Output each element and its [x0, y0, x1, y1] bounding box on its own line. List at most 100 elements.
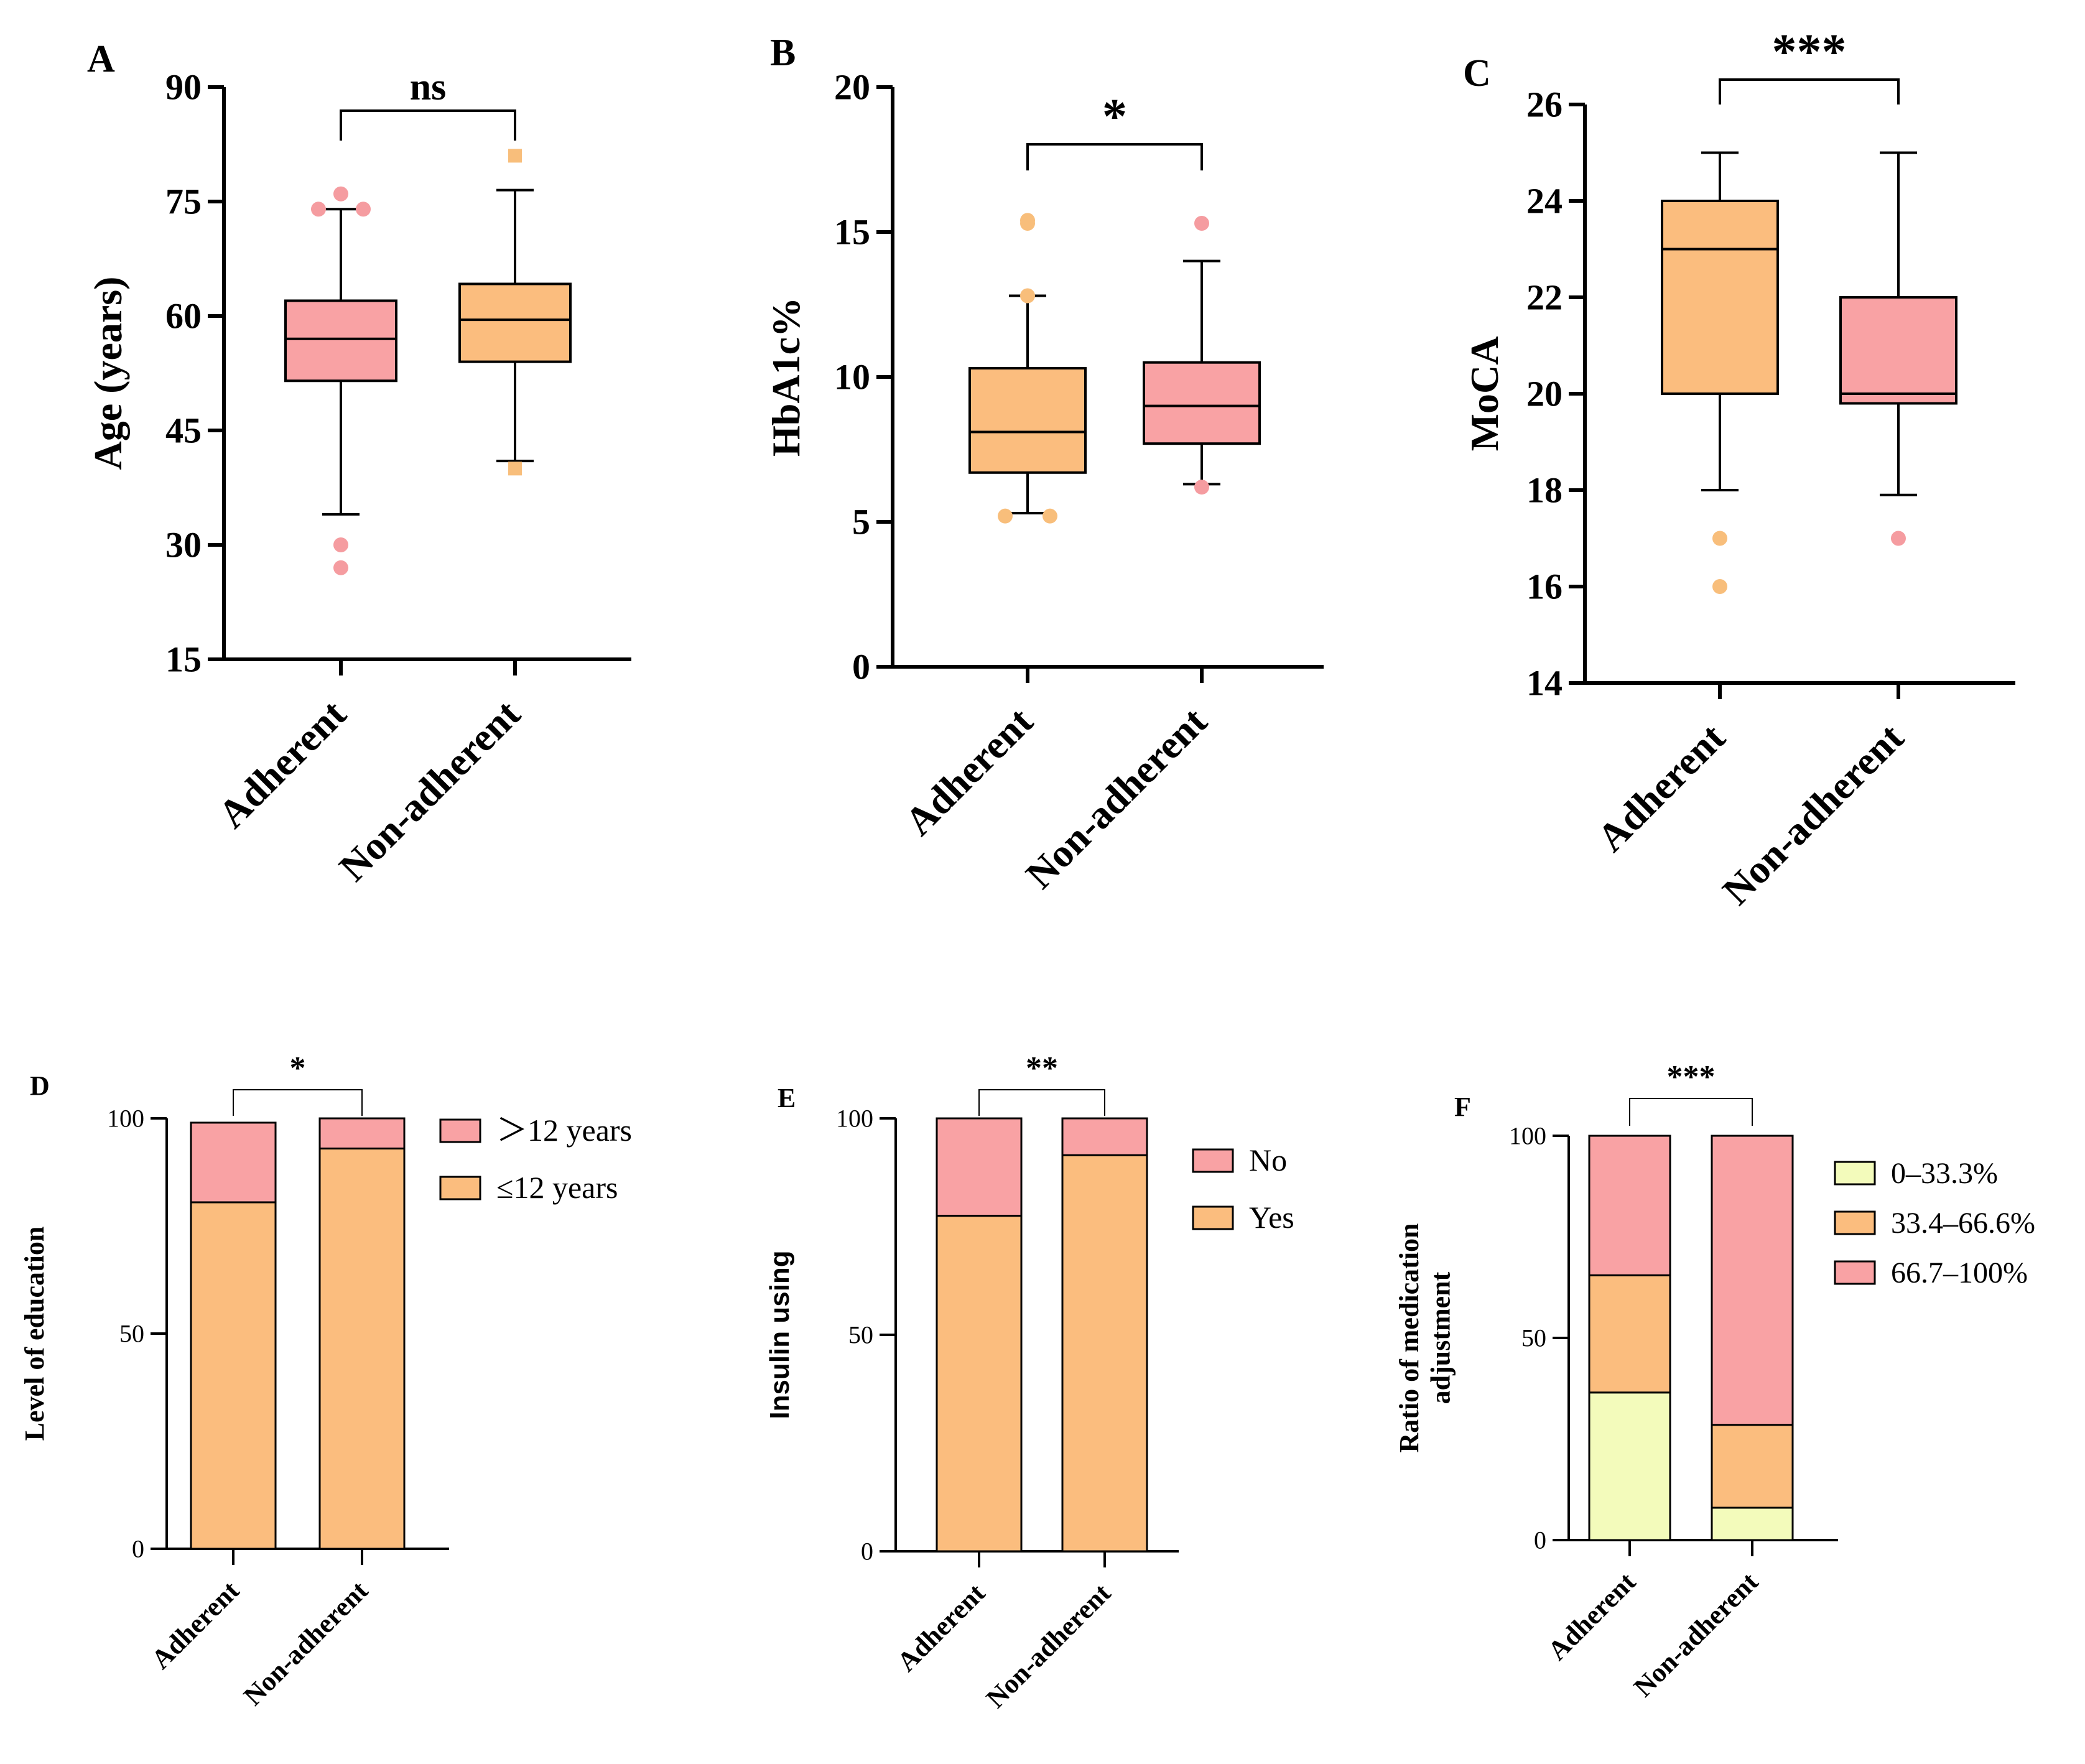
legend-swatch: [439, 1176, 481, 1200]
x-tick-label: Non-adherent: [331, 691, 529, 889]
y-tick-label: 50: [848, 1321, 873, 1349]
y-tick-label: 24: [1526, 181, 1563, 221]
legend-label: 0–33.3%: [1891, 1157, 1998, 1190]
box: [1143, 361, 1261, 445]
y-tick-label: 20: [1526, 374, 1563, 414]
panel-E: E 0 50 100 Insulin using AdherentNon-adherent…: [764, 1051, 1294, 1714]
outlier-point: [1194, 480, 1209, 495]
y-tick-label: 15: [834, 212, 870, 253]
y-axis-label: Insulin using: [764, 1250, 795, 1419]
x-tick-label: Non-adherent: [1628, 1566, 1764, 1702]
bar-segment: [1588, 1135, 1671, 1276]
y-tick-label: 60: [165, 296, 202, 337]
outlier-point: [333, 186, 348, 202]
y-tick-label: 0: [1534, 1526, 1546, 1554]
y-tick-label: 0: [132, 1535, 144, 1563]
legend-label: 33.4–66.6%: [1891, 1207, 2035, 1240]
x-tick-label: Non-adherent: [980, 1577, 1117, 1714]
significance-label: *: [290, 1051, 306, 1086]
bar-segment: [1061, 1154, 1148, 1553]
outlier-point: [333, 537, 348, 552]
bar-segment: [1588, 1274, 1671, 1394]
panel-letter: B: [770, 32, 796, 74]
x-tick-label: Adherent: [1542, 1566, 1642, 1666]
legend-swatch: [439, 1118, 481, 1143]
outlier-point: [1712, 579, 1727, 594]
panel-D: D 0 50 100 Level of education AdherentNon-adh…: [19, 1051, 632, 1711]
outlier-point: [1891, 531, 1906, 546]
x-tick-label: Adherent: [210, 691, 355, 836]
outlier-point: [998, 508, 1013, 524]
significance-bracket: [1719, 78, 1900, 104]
legend-label: ≤12 years: [496, 1170, 618, 1205]
y-tick-label: 26: [1526, 85, 1563, 125]
bar-segment: [190, 1201, 277, 1550]
panel-letter: D: [30, 1070, 50, 1101]
x-tick-label: Adherent: [896, 699, 1041, 843]
y-tick-label: 30: [165, 525, 202, 565]
significance-bracket: [1026, 143, 1203, 170]
y-tick-label: 5: [852, 502, 870, 542]
outlier-point: [356, 202, 371, 217]
bar-segment: [1061, 1117, 1148, 1156]
bar-segment: [1711, 1135, 1794, 1426]
panel-letter: E: [778, 1083, 796, 1113]
legend-swatch: [1834, 1210, 1876, 1235]
significance-label: ns: [410, 66, 447, 108]
y-axis-label-line: Ratio of medication: [1394, 1223, 1424, 1452]
y-tick-label: 18: [1526, 470, 1563, 511]
legend-swatch: [1834, 1161, 1876, 1186]
outlier-point: [508, 149, 522, 163]
x-tick-label: Adherent: [146, 1575, 245, 1674]
y-tick-label: 100: [1509, 1122, 1546, 1150]
outlier-point: [311, 202, 326, 217]
bar-segment: [1588, 1391, 1671, 1541]
y-tick-label: 16: [1526, 567, 1563, 607]
legend-swatch: [1834, 1260, 1876, 1285]
outlier-point: [1712, 531, 1727, 546]
y-tick-label: 15: [165, 639, 202, 680]
panel-letter: F: [1454, 1092, 1471, 1122]
y-tick-label: 0: [852, 647, 870, 687]
x-tick-label: Non-adherent: [1714, 715, 1913, 913]
outlier-point: [333, 560, 348, 575]
y-axis-label: MoCA: [1462, 337, 1507, 452]
y-axis-label: Age (years): [86, 277, 130, 470]
x-tick-label: Non-adherent: [1018, 699, 1216, 897]
bar-segment: [936, 1117, 1023, 1217]
significance-label: **: [1026, 1051, 1058, 1086]
significance-label: ***: [1772, 25, 1847, 80]
y-tick-label: 75: [165, 182, 202, 222]
box: [1661, 200, 1779, 395]
legend-label: 66.7–100%: [1891, 1256, 2028, 1289]
significance-label: ***: [1667, 1059, 1716, 1095]
bar-segment: [936, 1215, 1023, 1553]
y-tick-label: 50: [119, 1320, 144, 1348]
bar-segment: [318, 1147, 406, 1550]
y-tick-label: 0: [861, 1538, 873, 1566]
significance-label: *: [1102, 90, 1127, 144]
x-tick-label: Adherent: [1589, 715, 1734, 860]
significance-bracket: [1629, 1098, 1753, 1126]
y-axis-label: HbA1c%: [764, 297, 808, 457]
legend-label: No: [1249, 1143, 1287, 1177]
panel-A: A 15 30 45 60 75 90 Age (years) AdherentNon-adhe…: [86, 38, 631, 889]
legend-swatch: [1192, 1205, 1234, 1230]
y-axis-label: Level of education: [19, 1227, 50, 1441]
x-tick-label: Non-adherent: [238, 1575, 374, 1711]
significance-bracket: [978, 1089, 1105, 1116]
outlier-point: [1042, 508, 1057, 524]
y-tick-label: 100: [107, 1105, 144, 1133]
panel-letter: C: [1463, 52, 1491, 95]
outlier-point: [1194, 216, 1209, 231]
panel-letter: A: [87, 38, 115, 80]
y-tick-label: 10: [834, 357, 870, 397]
legend-swatch: [1192, 1148, 1234, 1173]
panel-F: F 0 50 100 Ratio of medicationadjustment Adhe…: [1394, 1059, 2035, 1702]
legend-label: Yes: [1249, 1200, 1294, 1235]
bar-segment: [190, 1121, 277, 1204]
outlier-point: [1020, 216, 1035, 231]
y-tick-label: 90: [165, 67, 202, 108]
y-axis-label: Ratio of medicationadjustment: [1394, 1223, 1456, 1452]
